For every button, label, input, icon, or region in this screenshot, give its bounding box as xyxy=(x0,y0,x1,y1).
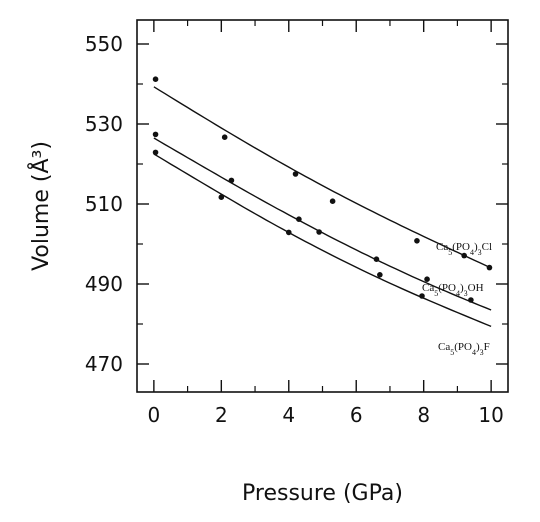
y-tick-label: 550 xyxy=(85,32,123,56)
data-point xyxy=(424,276,430,283)
y-axis-label: Volume (Å³) xyxy=(27,141,54,271)
data-point xyxy=(221,134,228,140)
y-tick-label: 510 xyxy=(85,192,123,216)
series-label: Ca5(PO4)3Cl xyxy=(436,241,492,257)
x-axis-label: Pressure (GPa) xyxy=(242,481,403,506)
data-point xyxy=(329,198,336,204)
data-point xyxy=(486,264,493,271)
fit-curves xyxy=(153,86,492,328)
data-point xyxy=(461,252,467,259)
data-point xyxy=(419,293,425,299)
data-point xyxy=(218,194,225,200)
data-point xyxy=(228,177,235,184)
data-point xyxy=(152,76,159,82)
data-point xyxy=(296,216,302,222)
x-tick-label: 6 xyxy=(350,403,363,427)
data-point xyxy=(414,238,420,244)
series-label: Ca5(PO4)3F xyxy=(438,341,490,357)
fit-curve xyxy=(153,137,492,311)
x-tick-label: 4 xyxy=(282,403,295,427)
x-tick-label: 2 xyxy=(215,403,228,427)
data-point xyxy=(285,229,292,236)
data-point xyxy=(377,272,383,278)
y-tick-label: 470 xyxy=(85,352,123,376)
data-point xyxy=(373,256,380,263)
data-point xyxy=(152,149,159,156)
x-tick-label: 10 xyxy=(478,403,503,427)
x-tick-label: 8 xyxy=(417,403,430,427)
axis-ticks: 0 2 4 6 8 10 470 490 510 530 550 xyxy=(85,20,508,427)
series-label: Ca5(PO4)3OH xyxy=(422,282,484,298)
fit-curve xyxy=(153,153,492,328)
series-labels: Ca5(PO4)3Cl Ca5(PO4)3OH Ca5(PO4)3F xyxy=(422,241,492,357)
data-point xyxy=(292,171,299,177)
y-tick-label: 530 xyxy=(85,112,123,136)
data-point xyxy=(152,131,159,138)
data-point xyxy=(468,297,474,303)
data-point xyxy=(316,229,322,235)
fit-curve xyxy=(153,86,492,269)
plot-frame xyxy=(136,19,509,393)
data-points xyxy=(152,76,493,303)
x-tick-label: 0 xyxy=(147,403,160,427)
y-tick-label: 490 xyxy=(85,272,123,296)
